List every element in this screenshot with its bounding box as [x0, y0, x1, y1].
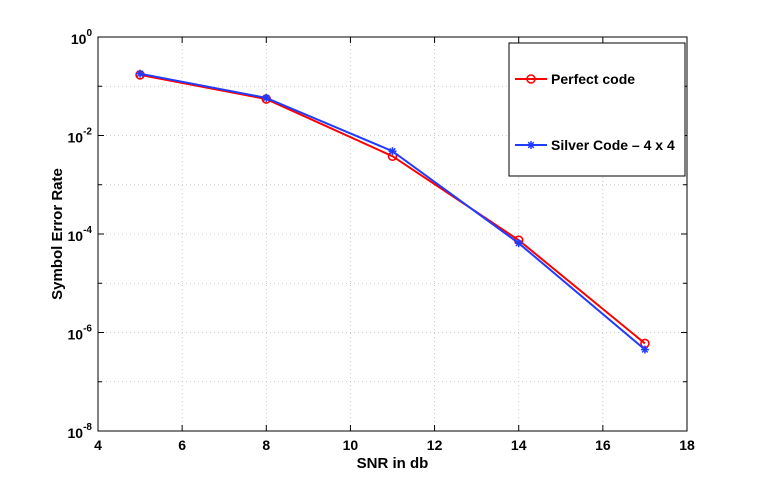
y-tick-exponent: -8 — [83, 422, 92, 433]
legend: Perfect code Silver Code – 4 x 4 — [508, 42, 686, 177]
x-tick-label: 8 — [262, 437, 270, 453]
legend-box — [508, 42, 686, 177]
series-2-point — [262, 93, 271, 102]
series-2-point — [514, 239, 523, 248]
y-axis-title: Symbol Error Rate — [49, 168, 66, 300]
y-tick-label: 10-2 — [68, 127, 93, 146]
y-tick-base: 10 — [68, 130, 84, 146]
y-tick-exponent: -2 — [83, 127, 92, 138]
x-tick-label: 12 — [427, 437, 443, 453]
y-tick-label: 10-8 — [68, 422, 93, 441]
legend-label-2: Silver Code – 4 x 4 — [551, 137, 675, 153]
y-tick-label: 10-6 — [68, 324, 93, 343]
x-tick-label: 16 — [595, 437, 611, 453]
y-tick-base: 10 — [68, 327, 84, 343]
legend-label-1: Perfect code — [551, 71, 635, 87]
x-tick-label: 6 — [178, 437, 186, 453]
series-2-point — [640, 345, 649, 354]
x-tick-label: 18 — [679, 437, 695, 453]
x-axis-title: SNR in db — [357, 455, 429, 472]
legend-marker-1 — [526, 74, 536, 84]
x-tick-label: 10 — [343, 437, 359, 453]
grid-layer — [98, 37, 687, 431]
series-line-1 — [139, 73, 646, 345]
y-tick-exponent: -4 — [83, 225, 92, 236]
y-tick-base: 10 — [68, 425, 84, 441]
y-tick-label: 10-4 — [68, 225, 93, 244]
series-layer — [135, 69, 650, 354]
x-tick-label: 14 — [511, 437, 527, 453]
legend-marker-2 — [527, 141, 535, 149]
x-tick-label: 4 — [94, 437, 102, 453]
series-2-point — [388, 147, 397, 156]
y-tick-base: 10 — [68, 228, 84, 244]
y-tick-base: 10 — [71, 31, 87, 47]
y-tick-label: 100 — [71, 28, 93, 47]
y-tick-exponent: 0 — [86, 28, 92, 39]
y-tick-exponent: -6 — [83, 324, 92, 335]
series-2-point — [136, 69, 145, 78]
